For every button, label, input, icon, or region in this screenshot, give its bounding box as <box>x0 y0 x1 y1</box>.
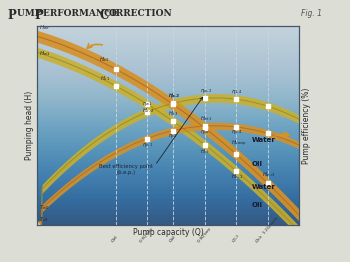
Text: $0.8Q_{bwep}$: $0.8Q_{bwep}$ <box>195 225 215 246</box>
Text: $H_{bwep}$: $H_{bwep}$ <box>231 139 247 149</box>
Text: ERFORMANCE: ERFORMANCE <box>43 9 122 18</box>
Text: $\eta_{1,4}$: $\eta_{1,4}$ <box>231 89 243 96</box>
Text: P: P <box>7 9 16 22</box>
Y-axis label: Pump efficiency (%): Pump efficiency (%) <box>302 88 311 164</box>
Text: Oil: Oil <box>252 161 263 167</box>
Text: $\eta_{o,4}$: $\eta_{o,4}$ <box>231 129 243 136</box>
Text: $H_{wr}$: $H_{wr}$ <box>39 23 50 32</box>
Text: Water: Water <box>252 184 276 190</box>
Text: $Q_{o,b}$  $1.2Q_{bowep}$: $Q_{o,b}$ $1.2Q_{bowep}$ <box>253 214 282 246</box>
Text: $H_{w,2}$: $H_{w,2}$ <box>168 91 181 100</box>
Text: $Q_{1,3}$: $Q_{1,3}$ <box>230 232 243 245</box>
Text: $H_{o,2}$: $H_{o,2}$ <box>142 107 154 115</box>
Text: Fig. 1: Fig. 1 <box>301 9 322 18</box>
Text: $\eta_{w1}$: $\eta_{w1}$ <box>142 100 152 108</box>
Text: $\eta_{o,1}$: $\eta_{o,1}$ <box>142 141 153 149</box>
Text: ORRECTION: ORRECTION <box>108 9 172 18</box>
Text: $T_{o0}$: $T_{o0}$ <box>39 215 49 224</box>
Text: Oil: Oil <box>252 203 263 208</box>
Text: C: C <box>100 9 109 22</box>
Text: Water: Water <box>252 137 276 143</box>
Text: $\eta_{bo}$: $\eta_{bo}$ <box>199 128 209 136</box>
Text: $0.6Q_{bwep}$: $0.6Q_{bwep}$ <box>137 224 157 246</box>
Text: $H_{ot}$: $H_{ot}$ <box>199 147 209 156</box>
Y-axis label: Pumping head (H): Pumping head (H) <box>25 91 34 160</box>
Text: $Q_{w1}$: $Q_{w1}$ <box>110 233 121 245</box>
Text: $\eta_{b,2}$: $\eta_{b,2}$ <box>168 92 180 100</box>
Text: $H_{wt1}$: $H_{wt1}$ <box>199 114 212 123</box>
Text: $H_{w1}$: $H_{w1}$ <box>39 49 51 58</box>
Text: $\eta_{o2}$: $\eta_{o2}$ <box>168 132 177 140</box>
Text: $H_{o3}$: $H_{o3}$ <box>168 110 178 118</box>
Text: $H_{o,r1}$: $H_{o,r1}$ <box>262 171 276 179</box>
Text: Best efficiency point
(b.e.p.): Best efficiency point (b.e.p.) <box>99 163 153 175</box>
Text: UMP: UMP <box>17 9 44 18</box>
Text: $T_{w0}$: $T_{w0}$ <box>39 203 50 212</box>
Text: P: P <box>34 9 43 22</box>
Text: $\eta_{w,2}$: $\eta_{w,2}$ <box>199 87 212 95</box>
Text: $H_{w1}$: $H_{w1}$ <box>99 55 110 64</box>
X-axis label: Pump capacity (Q): Pump capacity (Q) <box>133 228 203 237</box>
Text: $H_{o1}$: $H_{o1}$ <box>100 74 110 83</box>
Text: $Q_{w2}$: $Q_{w2}$ <box>167 233 179 245</box>
Text: $H_{o,1}$: $H_{o,1}$ <box>231 173 243 181</box>
